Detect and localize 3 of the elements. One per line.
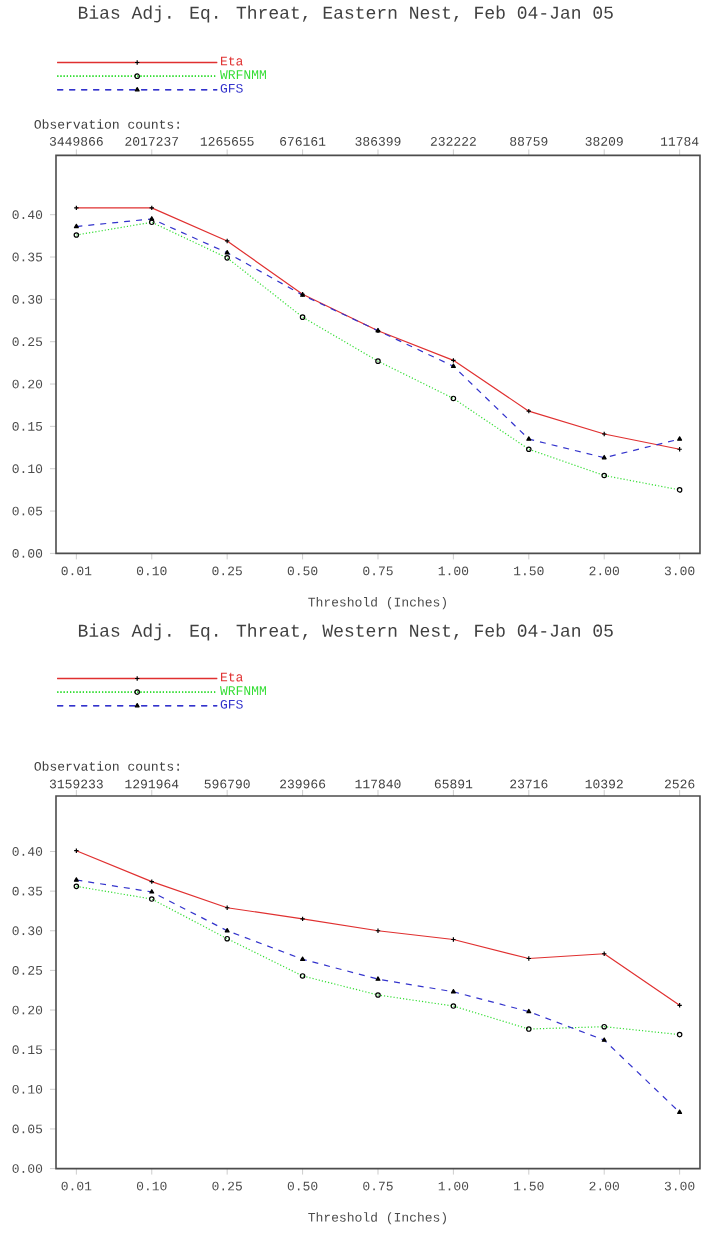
line-series xyxy=(73,883,683,1038)
chart-title: Bias Adj. Eq. Threat, Eastern Nest, Feb 04-Jan 05 xyxy=(78,5,613,23)
chart-title: Bias Adj. Eq. Threat, Western Nest, Feb 04-Jan 05 xyxy=(78,623,613,641)
